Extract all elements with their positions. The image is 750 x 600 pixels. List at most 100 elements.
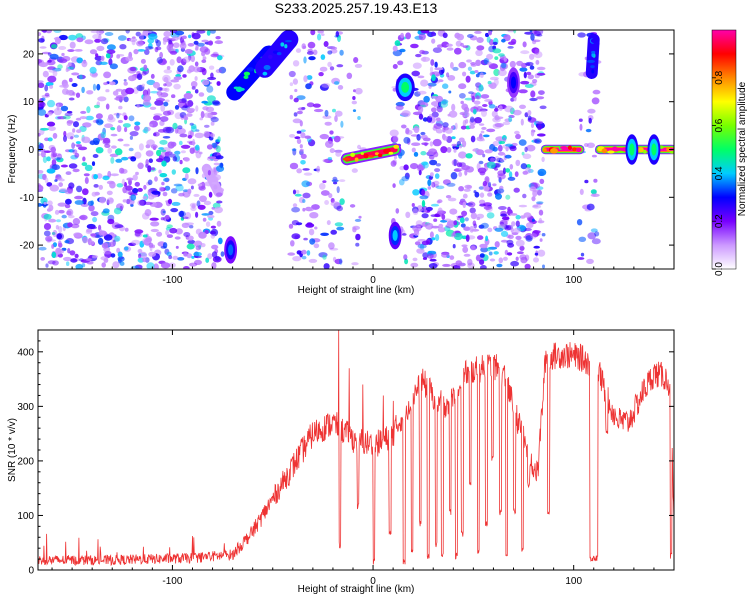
spectrogram-speckle (163, 101, 169, 107)
spectrogram-speckle (591, 238, 601, 245)
spectrogram-speckle (196, 200, 201, 207)
spectrogram-speckle (206, 144, 213, 150)
spectrogram-speckle (95, 119, 100, 124)
spectrogram-speckle (290, 240, 295, 247)
spectrogram-speckle (77, 146, 88, 151)
spectrogram-speckle (61, 214, 67, 219)
spectrogram-speckle (478, 123, 485, 126)
spectrogram-speckle (156, 158, 164, 163)
spectrogram-speckle (216, 200, 223, 204)
spectrogram-speckle (42, 155, 48, 164)
spectrogram-speckle (295, 189, 300, 194)
spectrogram-speckle (291, 220, 299, 226)
spectrogram-speckle (339, 258, 343, 265)
spectrogram-speckle (199, 195, 207, 203)
spectrogram-speckle (187, 134, 193, 139)
spectrogram-speckle (333, 181, 338, 185)
spectrogram-speckle (82, 188, 89, 196)
spectrogram-speckle (334, 258, 343, 265)
spectrogram-speckle (323, 263, 330, 269)
spectrogram-speckle (188, 34, 192, 39)
spectrogram-speckle (336, 64, 344, 68)
spectrogram-xtick-label: 100 (565, 275, 582, 286)
spectrogram-speckle (403, 254, 408, 260)
spectrogram-speckle (74, 49, 83, 52)
spectrogram-speckle (522, 153, 532, 160)
snr-xlabel: Height of straight line (km) (298, 584, 415, 595)
spectrogram-speckle (412, 127, 420, 131)
spectrogram-speckle (454, 32, 461, 39)
spectrogram-speckle (137, 187, 143, 192)
spectrogram-speckle (417, 75, 425, 79)
spectrogram-speckle (530, 233, 538, 239)
spectrogram-speckle (405, 211, 411, 218)
spectrogram-speckle (162, 191, 168, 197)
spectrogram-speckle (179, 133, 188, 138)
spectrogram-speckle (429, 66, 434, 73)
spectrogram-speckle (203, 130, 210, 138)
spectrogram-ytick-label: 0 (28, 145, 34, 156)
spectrogram-speckle (84, 164, 93, 172)
spectrogram-speckle (40, 151, 46, 158)
spectrogram-speckle (206, 95, 216, 103)
spectrogram-speckle (119, 167, 125, 174)
spectrogram-feature (201, 163, 224, 198)
spectrogram-speckle (137, 248, 143, 254)
spectrogram-speckle (174, 150, 181, 155)
spectrogram-speckle (446, 72, 450, 78)
spectrogram-speckle (593, 178, 598, 183)
spectrogram-speckle (115, 158, 123, 163)
spectrogram-speckle (448, 110, 458, 118)
spectrogram-speckle (46, 156, 51, 162)
spectrogram-speckle (491, 110, 498, 118)
spectrogram-speckle (524, 146, 528, 153)
spectrogram-speckle (397, 60, 404, 66)
spectrogram-speckle (534, 252, 539, 256)
spectrogram-speckle (172, 122, 178, 130)
spectrogram-speckle (98, 119, 104, 125)
spectrogram-speckle (117, 119, 123, 124)
spectrogram-speckle (524, 112, 529, 118)
spectrogram-streak-blob (393, 144, 400, 149)
spectrogram-blob (629, 143, 635, 156)
spectrogram-speckle (116, 183, 124, 188)
spectrogram-speckle (93, 174, 98, 180)
spectrogram-speckle (339, 198, 345, 206)
spectrogram-speckle (302, 199, 306, 203)
spectrogram-speckle (442, 135, 448, 141)
spectrogram-speckle (38, 108, 47, 116)
spectrogram-speckle (476, 149, 485, 156)
spectrogram-speckle (79, 214, 88, 221)
spectrogram-speckle (153, 131, 160, 137)
spectrogram-speckle (434, 61, 438, 68)
spectrogram-speckle (529, 30, 533, 33)
spectrogram-speckle (456, 140, 462, 147)
spectrogram-speckle (161, 181, 165, 186)
spectrogram-speckle (66, 110, 73, 114)
spectrogram-ytick-label: -20 (20, 241, 35, 252)
spectrogram-speckle (136, 40, 144, 47)
spectrogram-speckle (98, 228, 103, 237)
spectrogram-speckle (306, 75, 313, 80)
spectrogram-speckle (306, 51, 314, 55)
spectrogram-speckle (169, 30, 178, 34)
spectrogram-speckle (509, 213, 518, 216)
spectrogram-speckle (479, 253, 485, 258)
spectrogram-speckle (486, 247, 491, 252)
spectrogram-speckle (586, 142, 596, 149)
spectrogram-speckle (488, 251, 493, 256)
spectrogram-speckle (158, 147, 165, 150)
spectrogram-speckle (153, 81, 160, 89)
spectrogram-speckle (194, 132, 204, 139)
spectrogram-speckle (522, 41, 527, 48)
spectrogram-speckle (538, 209, 544, 216)
spectrogram-speckle (186, 253, 193, 259)
spectrogram-speckle (198, 151, 203, 155)
spectrogram-speckle (202, 106, 209, 111)
spectrogram-speckle (87, 200, 94, 206)
spectrogram-speckle (150, 228, 159, 233)
spectrogram-speckle (147, 179, 153, 186)
spectrogram-speckle (492, 48, 502, 54)
spectrogram-speckle (534, 138, 542, 144)
